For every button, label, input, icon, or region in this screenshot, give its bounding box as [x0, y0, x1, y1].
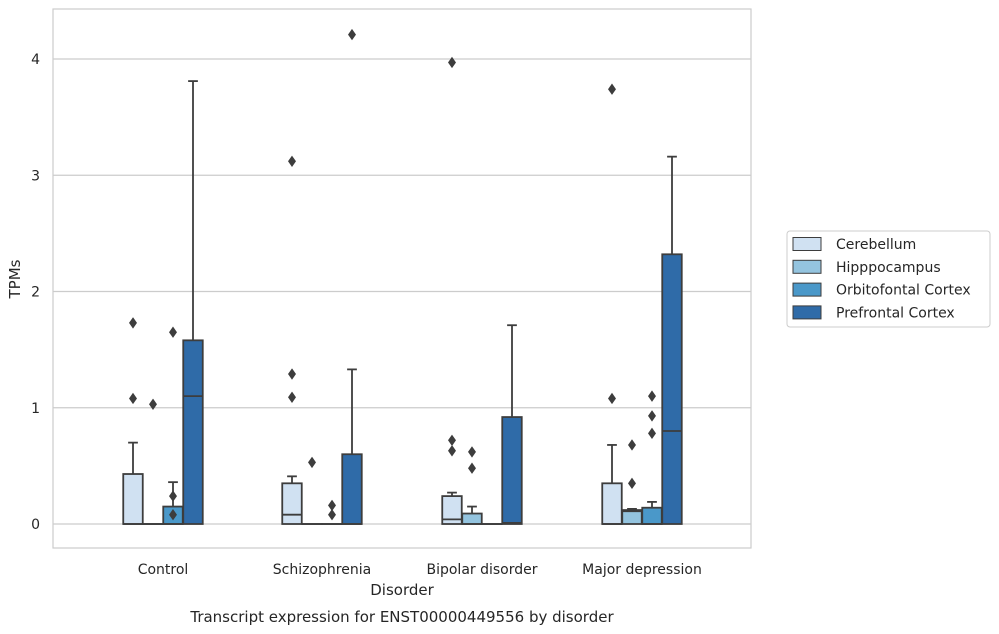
box-s1-c3-body: [621, 509, 643, 525]
x-axis-label: Disorder: [370, 581, 434, 599]
box-s0-c1-outlier-2: [288, 155, 296, 167]
y-axis-ticks: 0 1 2 3 4: [31, 52, 40, 533]
series-0: [122, 56, 623, 525]
y-tick-label-4: 4: [31, 52, 40, 68]
box-s2-c1-outlier-1: [328, 499, 336, 512]
y-tick-label-3: 3: [31, 168, 40, 184]
box-s0-c3-outlier-0: [608, 392, 616, 405]
box-s0-c1-outlier-1: [288, 368, 296, 380]
legend-swatch-3: [792, 305, 822, 320]
box-s2-c3-body: [641, 506, 663, 525]
box-s0-c1-body: [281, 482, 303, 525]
box-s3-c1-body: [341, 453, 363, 525]
legend-swatch-1: [792, 259, 822, 274]
box-s3-c0-body: [182, 339, 204, 525]
legend-label-2: Orbitofontal Cortex: [836, 283, 971, 299]
box-s2-c3-outlier-2: [648, 390, 656, 402]
y-axis-label: TPMs: [6, 259, 24, 299]
y-tick-label-1: 1: [31, 401, 40, 417]
box-s2-c3-outlier-1: [648, 410, 656, 422]
box-s0-c1-outlier-0: [288, 391, 296, 403]
y-tick-label-2: 2: [31, 285, 40, 301]
y-tick-label-0: 0: [31, 517, 40, 533]
box-s2-c1-outlier-0: [328, 509, 336, 521]
box-s0-c3-body: [601, 482, 623, 525]
legend-label-0: Cerebellum: [836, 237, 916, 253]
series-3: [182, 28, 683, 525]
x-tick-label-3: Major depression: [582, 562, 702, 578]
box-s2-c3-outlier-0: [648, 427, 656, 440]
box-s0-c0-outlier-0: [129, 392, 137, 405]
box-s0-c2-outlier-1: [448, 434, 456, 446]
box-s0-c2-outlier-0: [448, 445, 456, 457]
box-s0-c0-outlier-1: [129, 317, 137, 329]
chart-caption: Transcript expression for ENST0000044955…: [189, 608, 614, 626]
box-s1-c3-outlier-1: [628, 439, 636, 451]
box-s0-c3-outlier-1: [608, 83, 616, 95]
legend-frame: [786, 230, 991, 328]
box-s2-c0-outlier-0: [169, 509, 177, 521]
box-s0-c2-body: [441, 495, 463, 525]
box-s1-c2-body: [461, 512, 483, 525]
box-s1-c0-outlier-0: [149, 398, 157, 410]
box-s0-c2-outlier-2: [448, 56, 456, 69]
box-s0-c0-body: [122, 473, 144, 525]
box-s1-c3-outlier-0: [628, 477, 636, 490]
x-tick-label-1: Schizophrenia: [273, 562, 371, 578]
box-s3-c3-body: [661, 253, 683, 525]
x-axis-ticks: Control Schizophrenia Bipolar disorder Majo…: [138, 562, 702, 578]
legend-label-1: Hipppocampus: [836, 260, 941, 276]
box-series: [122, 28, 683, 525]
box-s3-c1-outlier-0: [348, 28, 356, 41]
grid-lines: [53, 58, 751, 525]
x-tick-label-0: Control: [138, 562, 189, 578]
box-s1-c1-outlier-0: [308, 456, 316, 469]
box-s3-c2-body: [501, 416, 523, 525]
box-s1-c2-outlier-0: [468, 462, 476, 474]
plot-area-frame: [52, 8, 752, 549]
box-s2-c0-outlier-1: [169, 490, 177, 502]
legend-swatch-0: [792, 237, 822, 251]
x-tick-label-2: Bipolar disorder: [426, 562, 537, 578]
series-1: [142, 398, 643, 525]
legend-label-3: Prefrontal Cortex: [836, 305, 955, 321]
legend: Cerebellum Hipppocampus Orbitofontal Corte…: [786, 230, 991, 328]
box-s2-c0-outlier-2: [169, 326, 177, 338]
box-s1-c2-outlier-1: [468, 446, 476, 458]
legend-swatch-2: [792, 282, 822, 297]
series-2: [162, 326, 663, 525]
